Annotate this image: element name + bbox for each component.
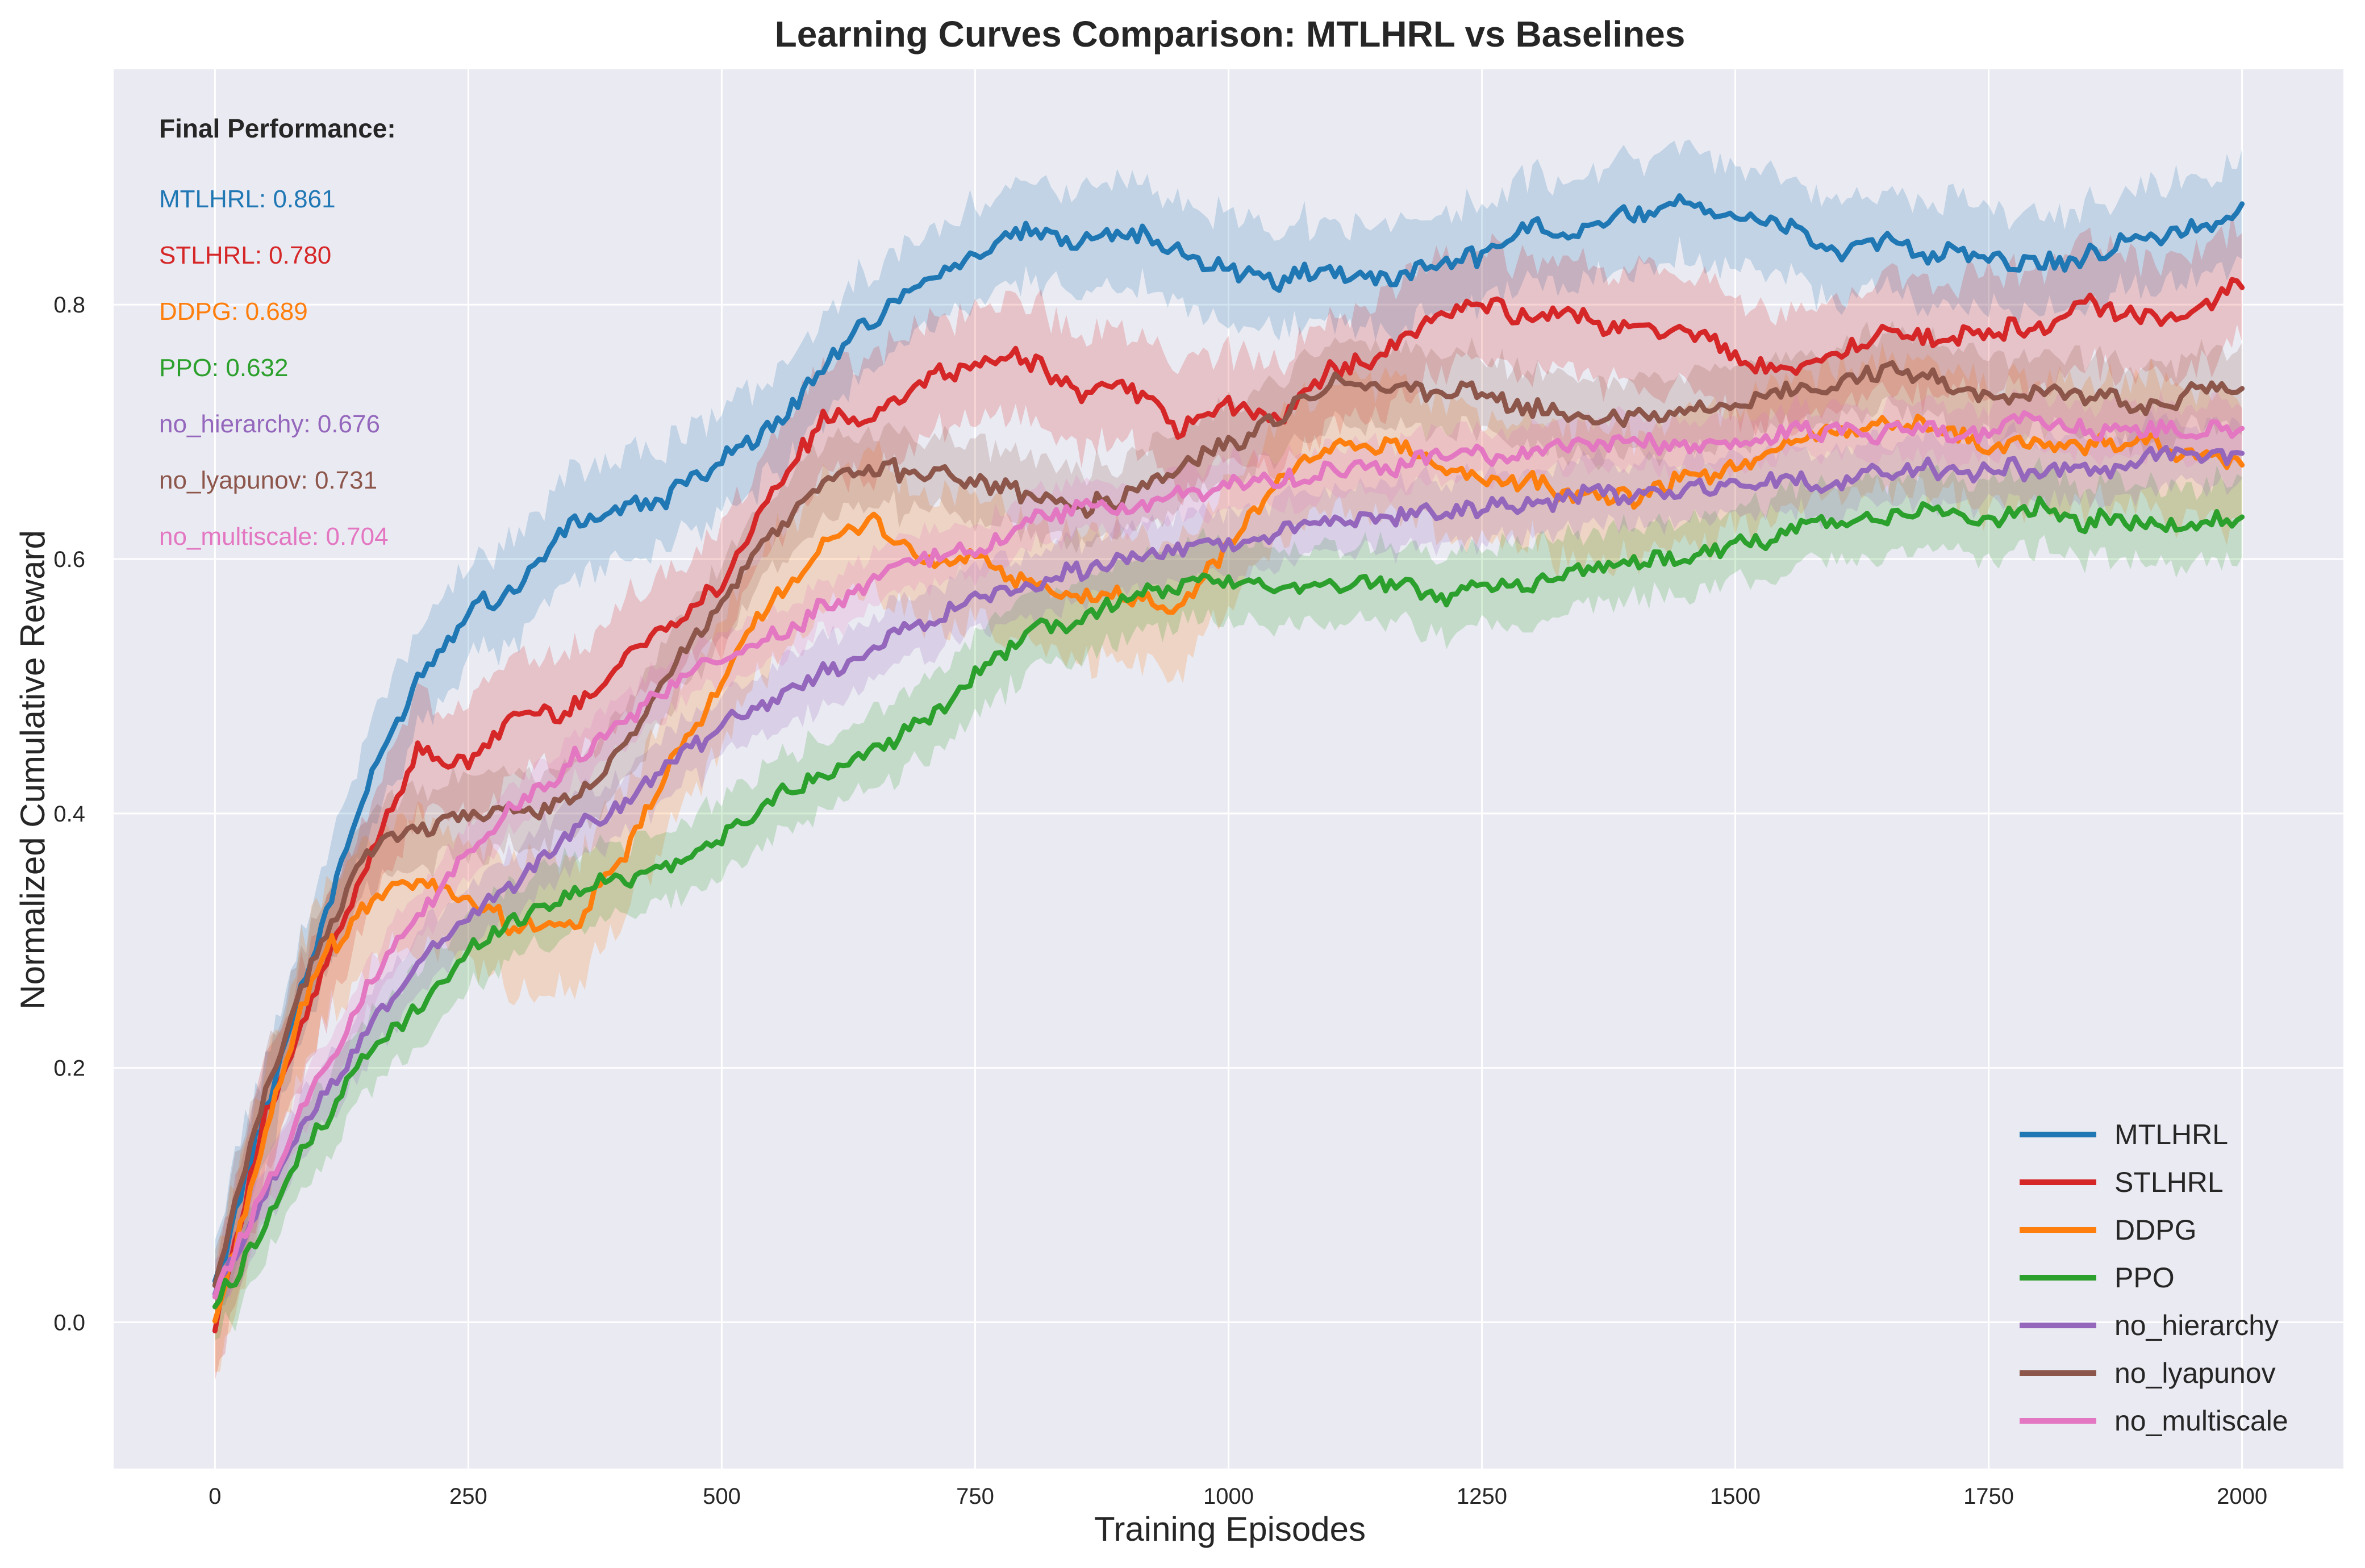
confidence-band-DDPG	[215, 342, 2242, 1372]
x-tick-label: 1750	[1963, 1484, 2014, 1509]
final-performance-item: STLHRL: 0.780	[159, 241, 331, 269]
x-tick-label: 500	[703, 1484, 741, 1509]
legend: MTLHRL STLHRL DDPG PPO no_hierarchy no_lyapun…	[2020, 1119, 2288, 1437]
y-tick-label: 0.4	[53, 802, 85, 827]
series-line-no_lyapunov	[212, 360, 2245, 1288]
x-tick-label: 1250	[1457, 1484, 1507, 1509]
x-tick-label: 250	[449, 1484, 487, 1509]
series-line-no_hierarchy	[212, 445, 2245, 1297]
y-tick-label: 0.6	[53, 547, 85, 572]
legend-label: no_multiscale	[2114, 1405, 2288, 1437]
final-performance-item: DDPG: 0.689	[159, 298, 308, 326]
legend-label: DDPG	[2114, 1214, 2196, 1246]
grid-lines	[114, 69, 2343, 1469]
legend-label: STLHRL	[2114, 1166, 2224, 1198]
series-line-no_multiscale	[212, 410, 2245, 1300]
series-line-PPO	[212, 495, 2245, 1310]
final-performance-annotation: MTLHRL: 0.861 STLHRL: 0.780 DDPG: 0.689 PPO…	[159, 185, 389, 551]
y-tick-label: 0.0	[53, 1311, 85, 1336]
x-tick-label: 0	[208, 1484, 221, 1509]
x-tick-label: 2000	[2217, 1484, 2267, 1509]
final-performance-item: no_hierarchy: 0.676	[159, 410, 380, 438]
confidence-band-no_lyapunov	[215, 320, 2242, 1321]
final-performance-item: MTLHRL: 0.861	[159, 185, 336, 213]
final-performance-item: PPO: 0.632	[159, 354, 288, 382]
axis-ticks: 0 250 500 750 1000 1250 1500 1750 2000 0.0 0.2 0.4 0…	[53, 293, 2267, 1509]
series-line-MTLHRL	[212, 193, 2245, 1284]
chart-title: Learning Curves Comparison: MTLHRL vs Ba…	[775, 14, 1686, 55]
legend-label: PPO	[2114, 1262, 2175, 1294]
x-axis-label: Training Episodes	[1094, 1510, 1366, 1548]
legend-label: no_hierarchy	[2114, 1310, 2279, 1341]
confidence-band-PPO	[215, 457, 2242, 1340]
x-tick-label: 1500	[1710, 1484, 1761, 1509]
confidence-band-MTLHRL	[215, 140, 2242, 1323]
final-performance-item: no_lyapunov: 0.731	[159, 466, 377, 494]
series-lines	[212, 193, 2245, 1333]
y-tick-label: 0.8	[53, 293, 85, 318]
series-line-STLHRL	[212, 277, 2245, 1333]
annotation-heading: Final Performance:	[159, 114, 396, 143]
y-axis-label: Normalized Cumulative Reward	[14, 530, 52, 1010]
final-performance-item: no_multiscale: 0.704	[159, 523, 389, 551]
legend-label: no_lyapunov	[2114, 1357, 2276, 1389]
y-tick-label: 0.2	[53, 1056, 85, 1081]
x-tick-label: 750	[956, 1484, 994, 1509]
legend-label: MTLHRL	[2114, 1119, 2228, 1150]
x-tick-label: 1000	[1203, 1484, 1254, 1509]
